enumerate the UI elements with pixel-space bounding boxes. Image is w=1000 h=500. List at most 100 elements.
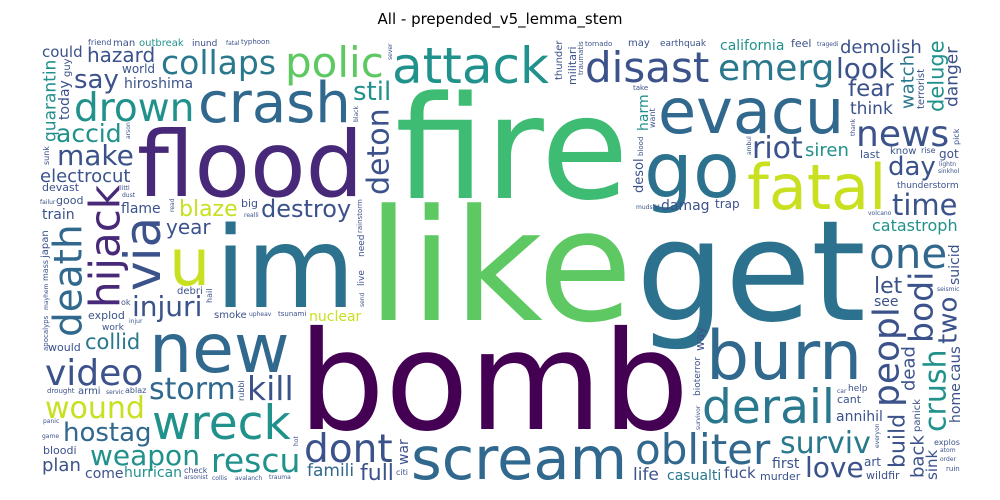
word-dont: dont	[304, 427, 393, 472]
word-accid: accid	[56, 119, 122, 148]
word-devast: devast	[42, 181, 80, 194]
word-car: car	[837, 388, 847, 395]
word-wreck: wreck	[152, 396, 291, 451]
word-mass: mass	[41, 260, 50, 281]
word-explos: explos	[934, 438, 960, 447]
word-survivor: survivor	[695, 405, 702, 430]
word-live: live	[357, 270, 367, 286]
word-evacu: evacu	[658, 75, 844, 148]
word-read: read	[169, 198, 176, 212]
word-plan: plan	[42, 455, 81, 476]
word-demolish: demolish	[840, 37, 922, 58]
word-hazard: hazard	[87, 43, 155, 67]
word-dust: dust	[122, 192, 136, 199]
word-world: world	[122, 62, 155, 76]
word-damag: damag	[661, 198, 710, 214]
word-japan: japan	[40, 230, 51, 259]
word-crash: crash	[198, 71, 351, 136]
word-peopl: peopl	[866, 307, 907, 407]
word-time: time	[892, 188, 958, 222]
word-injuri: injuri	[132, 290, 202, 323]
word-avalanch: avalanch	[235, 475, 262, 482]
word-got: got	[939, 147, 959, 161]
word-nuclear: nuclear	[309, 309, 362, 325]
word-siren: siren	[805, 140, 849, 161]
word-stil: stil	[353, 77, 391, 107]
word-get: get	[636, 191, 866, 354]
word-send: send	[359, 292, 366, 307]
word-electrocut: electrocut	[40, 166, 130, 187]
word-sink: sink	[923, 450, 941, 480]
word-catastroph: catastroph	[872, 216, 958, 235]
word-deluge: deluge	[925, 40, 949, 112]
word-obliter: obliter	[635, 425, 771, 474]
word-like: like	[367, 176, 633, 357]
word-blood: blood	[637, 137, 645, 156]
word-bioterror: bioterror	[693, 357, 703, 396]
word-tsunami: tsunami	[278, 310, 306, 318]
word-drown: drown	[74, 86, 194, 131]
word-panick: panick	[912, 399, 923, 432]
word-quarantin: quarantin	[41, 60, 61, 142]
word-hijack: hijack	[80, 184, 129, 308]
word-two: two	[934, 297, 964, 344]
word-let: let	[874, 274, 903, 299]
word-im: im	[215, 204, 355, 334]
word-back: back	[908, 435, 929, 478]
word-lightn: lightn	[939, 161, 956, 168]
word-wound: wound	[45, 391, 145, 426]
word-come: come	[85, 466, 124, 482]
word-take: take	[633, 84, 648, 92]
word-disast: disast	[585, 43, 709, 92]
word-upheav: upheav	[249, 311, 272, 318]
word-help: help	[848, 384, 868, 394]
word-smoke: smoke	[214, 310, 247, 321]
word-seismic: seismic	[937, 286, 959, 293]
word-scream: scream	[411, 424, 627, 493]
word-train: train	[42, 207, 75, 223]
word-sinkhol: sinkhol	[938, 168, 960, 175]
word-riot: riot	[752, 131, 803, 166]
word-make: make	[57, 139, 134, 172]
word-black: black	[353, 106, 360, 122]
word-sunk: sunk	[42, 146, 51, 165]
word-good: good	[56, 194, 83, 207]
word-guy: guy	[62, 58, 73, 77]
word-explod: explod	[88, 309, 125, 322]
word-burn: burn	[706, 317, 862, 396]
word-today: today	[57, 80, 73, 120]
word-news: news	[856, 114, 949, 155]
word-rubbl: rubbl	[237, 380, 246, 401]
word-outbreak: outbreak	[139, 38, 184, 49]
word-militari: militari	[566, 46, 579, 85]
word-deton: deton	[362, 108, 397, 195]
word-war: war	[396, 439, 412, 465]
word-inund: inund	[192, 39, 217, 49]
word-volcano: volcano	[868, 210, 892, 217]
word-hail: hail	[205, 289, 214, 303]
word-thunder: thunder	[554, 40, 565, 80]
word-ruin: ruin	[946, 465, 960, 473]
word-rescu: rescu	[211, 441, 300, 480]
word-debri: debri	[177, 286, 203, 297]
word-danger: danger	[943, 47, 963, 107]
word-look: look	[836, 52, 895, 85]
word-caus: caus	[946, 346, 964, 381]
word-surviv: surviv	[780, 426, 871, 461]
word-life: life	[633, 465, 659, 485]
word-sever: sever	[387, 43, 394, 60]
word-trap: trap	[715, 197, 740, 211]
word-destroy: destroy	[261, 195, 351, 223]
word-annihil: annihil	[836, 409, 883, 425]
word-arsonist: arsonist	[184, 474, 209, 481]
word-atom: atom	[940, 447, 956, 454]
word-bodi: bodi	[901, 272, 940, 343]
word-collaps: collaps	[161, 43, 276, 82]
word-tornado: tornado	[585, 40, 612, 48]
word-ablaz: ablaz	[125, 386, 146, 395]
word-way: way	[693, 327, 707, 351]
word-mudslid: mudslid	[636, 204, 660, 211]
word-hostag: hostag	[63, 418, 152, 448]
word-fear: fear	[848, 76, 894, 102]
word-could: could	[42, 43, 83, 61]
